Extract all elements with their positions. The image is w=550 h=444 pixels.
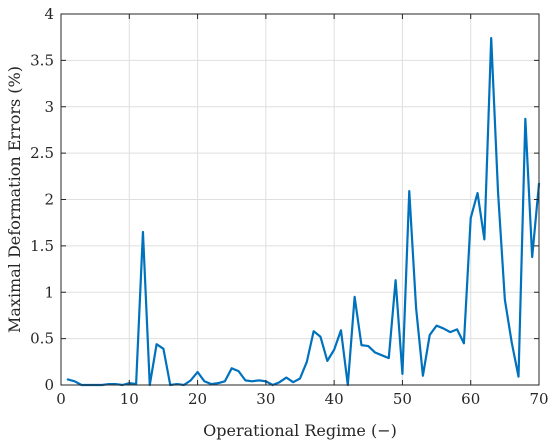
y-tick-label: 1.5: [30, 237, 54, 255]
y-tick-label: 3.5: [30, 51, 54, 69]
ticks: 0 10 20 30 40 50 60 70 0 0.5 1 1.5 2 2.5 3 3.5 4: [30, 5, 548, 408]
x-tick-label: 40: [325, 390, 344, 408]
x-tick-label: 0: [56, 390, 66, 408]
plot-area: [66, 37, 541, 387]
x-tick-label: 60: [461, 390, 480, 408]
y-tick-label: 2.5: [30, 144, 54, 162]
x-tick-label: 20: [188, 390, 207, 408]
series-line: [66, 37, 541, 387]
y-tick-label: 0: [44, 376, 54, 394]
x-axis-label: Operational Regime (−): [203, 421, 397, 440]
y-tick-label: 4: [44, 5, 54, 23]
y-axis-label: Maximal Deformation Errors (%): [5, 66, 24, 333]
y-tick-label: 1: [44, 283, 54, 301]
x-tick-label: 70: [529, 390, 548, 408]
x-tick-label: 50: [393, 390, 412, 408]
x-tick-label: 30: [256, 390, 275, 408]
y-tick-label: 2: [44, 191, 54, 209]
y-tick-label: 3: [44, 98, 54, 116]
y-tick-label: 0.5: [30, 330, 54, 348]
x-tick-label: 10: [120, 390, 139, 408]
